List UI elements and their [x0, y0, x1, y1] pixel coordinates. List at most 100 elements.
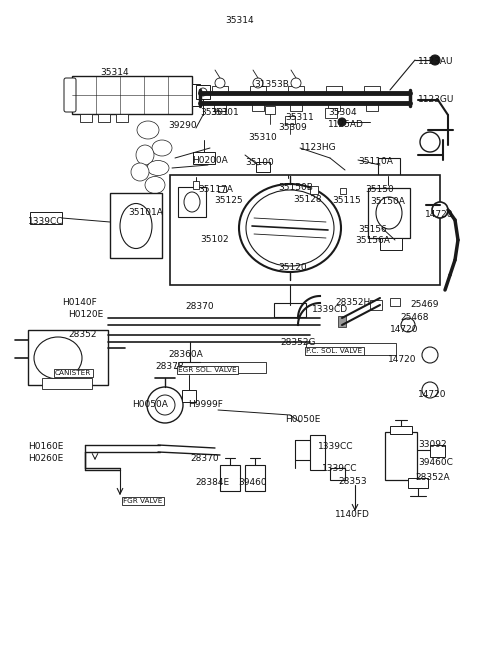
Bar	[408, 478, 428, 488]
Text: 35311: 35311	[285, 113, 314, 122]
Text: 35120: 35120	[278, 263, 307, 272]
Text: 14720: 14720	[425, 210, 454, 219]
Circle shape	[432, 202, 448, 218]
Text: 28360A: 28360A	[168, 350, 203, 359]
Bar	[338, 316, 346, 327]
Text: 35128: 35128	[293, 195, 322, 204]
Text: 28352: 28352	[68, 330, 96, 339]
Text: FGR VALVE: FGR VALVE	[123, 498, 162, 504]
Text: 1339CC: 1339CC	[28, 217, 63, 226]
Circle shape	[291, 78, 301, 88]
Bar	[214, 103, 226, 111]
Bar	[218, 186, 226, 192]
Text: 28370: 28370	[190, 454, 218, 463]
Text: 35150: 35150	[365, 185, 394, 194]
Text: 33092: 33092	[418, 440, 446, 449]
Circle shape	[420, 132, 440, 152]
Bar	[285, 116, 295, 124]
Bar	[192, 84, 200, 106]
Bar	[390, 426, 412, 434]
Bar	[385, 432, 417, 480]
Circle shape	[155, 395, 175, 415]
Text: 35314: 35314	[226, 16, 254, 25]
Text: 35150B: 35150B	[278, 183, 313, 192]
Bar	[178, 362, 266, 373]
FancyBboxPatch shape	[64, 78, 76, 112]
Ellipse shape	[145, 176, 165, 193]
Bar	[220, 465, 240, 491]
Text: 35117A: 35117A	[198, 185, 233, 194]
Bar	[310, 435, 325, 470]
Text: 1123HG: 1123HG	[300, 143, 336, 152]
Bar	[326, 86, 342, 94]
Text: 31353B: 31353B	[254, 80, 289, 89]
Bar	[330, 468, 345, 480]
Bar	[368, 188, 410, 238]
Text: 28353: 28353	[338, 477, 367, 486]
Bar	[193, 152, 215, 164]
Circle shape	[199, 88, 207, 96]
Bar	[265, 106, 275, 114]
Text: 1123AU: 1123AU	[418, 57, 454, 66]
Text: 28352H: 28352H	[335, 298, 370, 307]
Text: 1339CD: 1339CD	[312, 305, 348, 314]
Text: 35101A: 35101A	[128, 208, 163, 217]
Bar	[328, 103, 340, 111]
Circle shape	[215, 78, 225, 88]
Bar	[98, 114, 110, 122]
Circle shape	[147, 387, 183, 423]
Text: 35100: 35100	[245, 158, 274, 167]
Text: 14720: 14720	[390, 325, 419, 334]
Text: EGR SOL. VALVE: EGR SOL. VALVE	[178, 367, 237, 373]
Text: H0120E: H0120E	[68, 310, 103, 319]
Bar	[212, 86, 228, 94]
Ellipse shape	[246, 190, 334, 266]
Bar	[28, 330, 108, 385]
Bar	[370, 300, 382, 310]
Text: 35156: 35156	[358, 225, 387, 234]
Text: P.C. SOL. VALVE: P.C. SOL. VALVE	[306, 348, 362, 354]
Text: 1140FD: 1140FD	[335, 510, 370, 519]
Bar	[340, 188, 346, 194]
Bar	[196, 85, 210, 99]
Bar	[245, 465, 265, 491]
Ellipse shape	[34, 337, 82, 379]
Text: 14720: 14720	[418, 390, 446, 399]
Bar	[256, 162, 270, 172]
Bar	[178, 187, 206, 217]
Circle shape	[253, 78, 263, 88]
Bar	[170, 175, 440, 285]
Text: 35102: 35102	[200, 235, 228, 244]
Bar	[182, 390, 196, 402]
Bar	[274, 303, 306, 317]
Text: 28352A: 28352A	[415, 473, 450, 482]
Bar	[42, 378, 92, 389]
Bar	[252, 103, 264, 111]
Circle shape	[422, 347, 438, 363]
Text: 35304: 35304	[328, 108, 357, 117]
Text: H0260E: H0260E	[28, 454, 63, 463]
Ellipse shape	[131, 163, 149, 181]
Text: 28378: 28378	[155, 362, 184, 371]
Text: CANISTER: CANISTER	[55, 370, 91, 376]
Text: 35156A: 35156A	[355, 236, 390, 245]
Text: 35301: 35301	[200, 108, 229, 117]
Text: 28384E: 28384E	[195, 478, 229, 487]
Ellipse shape	[147, 160, 169, 176]
Bar	[364, 86, 380, 94]
Ellipse shape	[376, 197, 402, 229]
Text: 14720: 14720	[388, 355, 417, 364]
Circle shape	[338, 118, 346, 126]
Bar	[430, 445, 445, 457]
Bar	[80, 114, 92, 122]
Bar	[366, 103, 378, 111]
Bar	[380, 238, 402, 250]
Ellipse shape	[184, 192, 200, 212]
Text: 1339CC: 1339CC	[322, 464, 358, 473]
Bar	[30, 212, 62, 224]
Text: H0140F: H0140F	[62, 298, 97, 307]
Text: H0050E: H0050E	[285, 415, 320, 424]
Text: 35150A: 35150A	[370, 197, 405, 206]
Text: 35301: 35301	[210, 108, 239, 117]
Bar	[110, 193, 162, 258]
